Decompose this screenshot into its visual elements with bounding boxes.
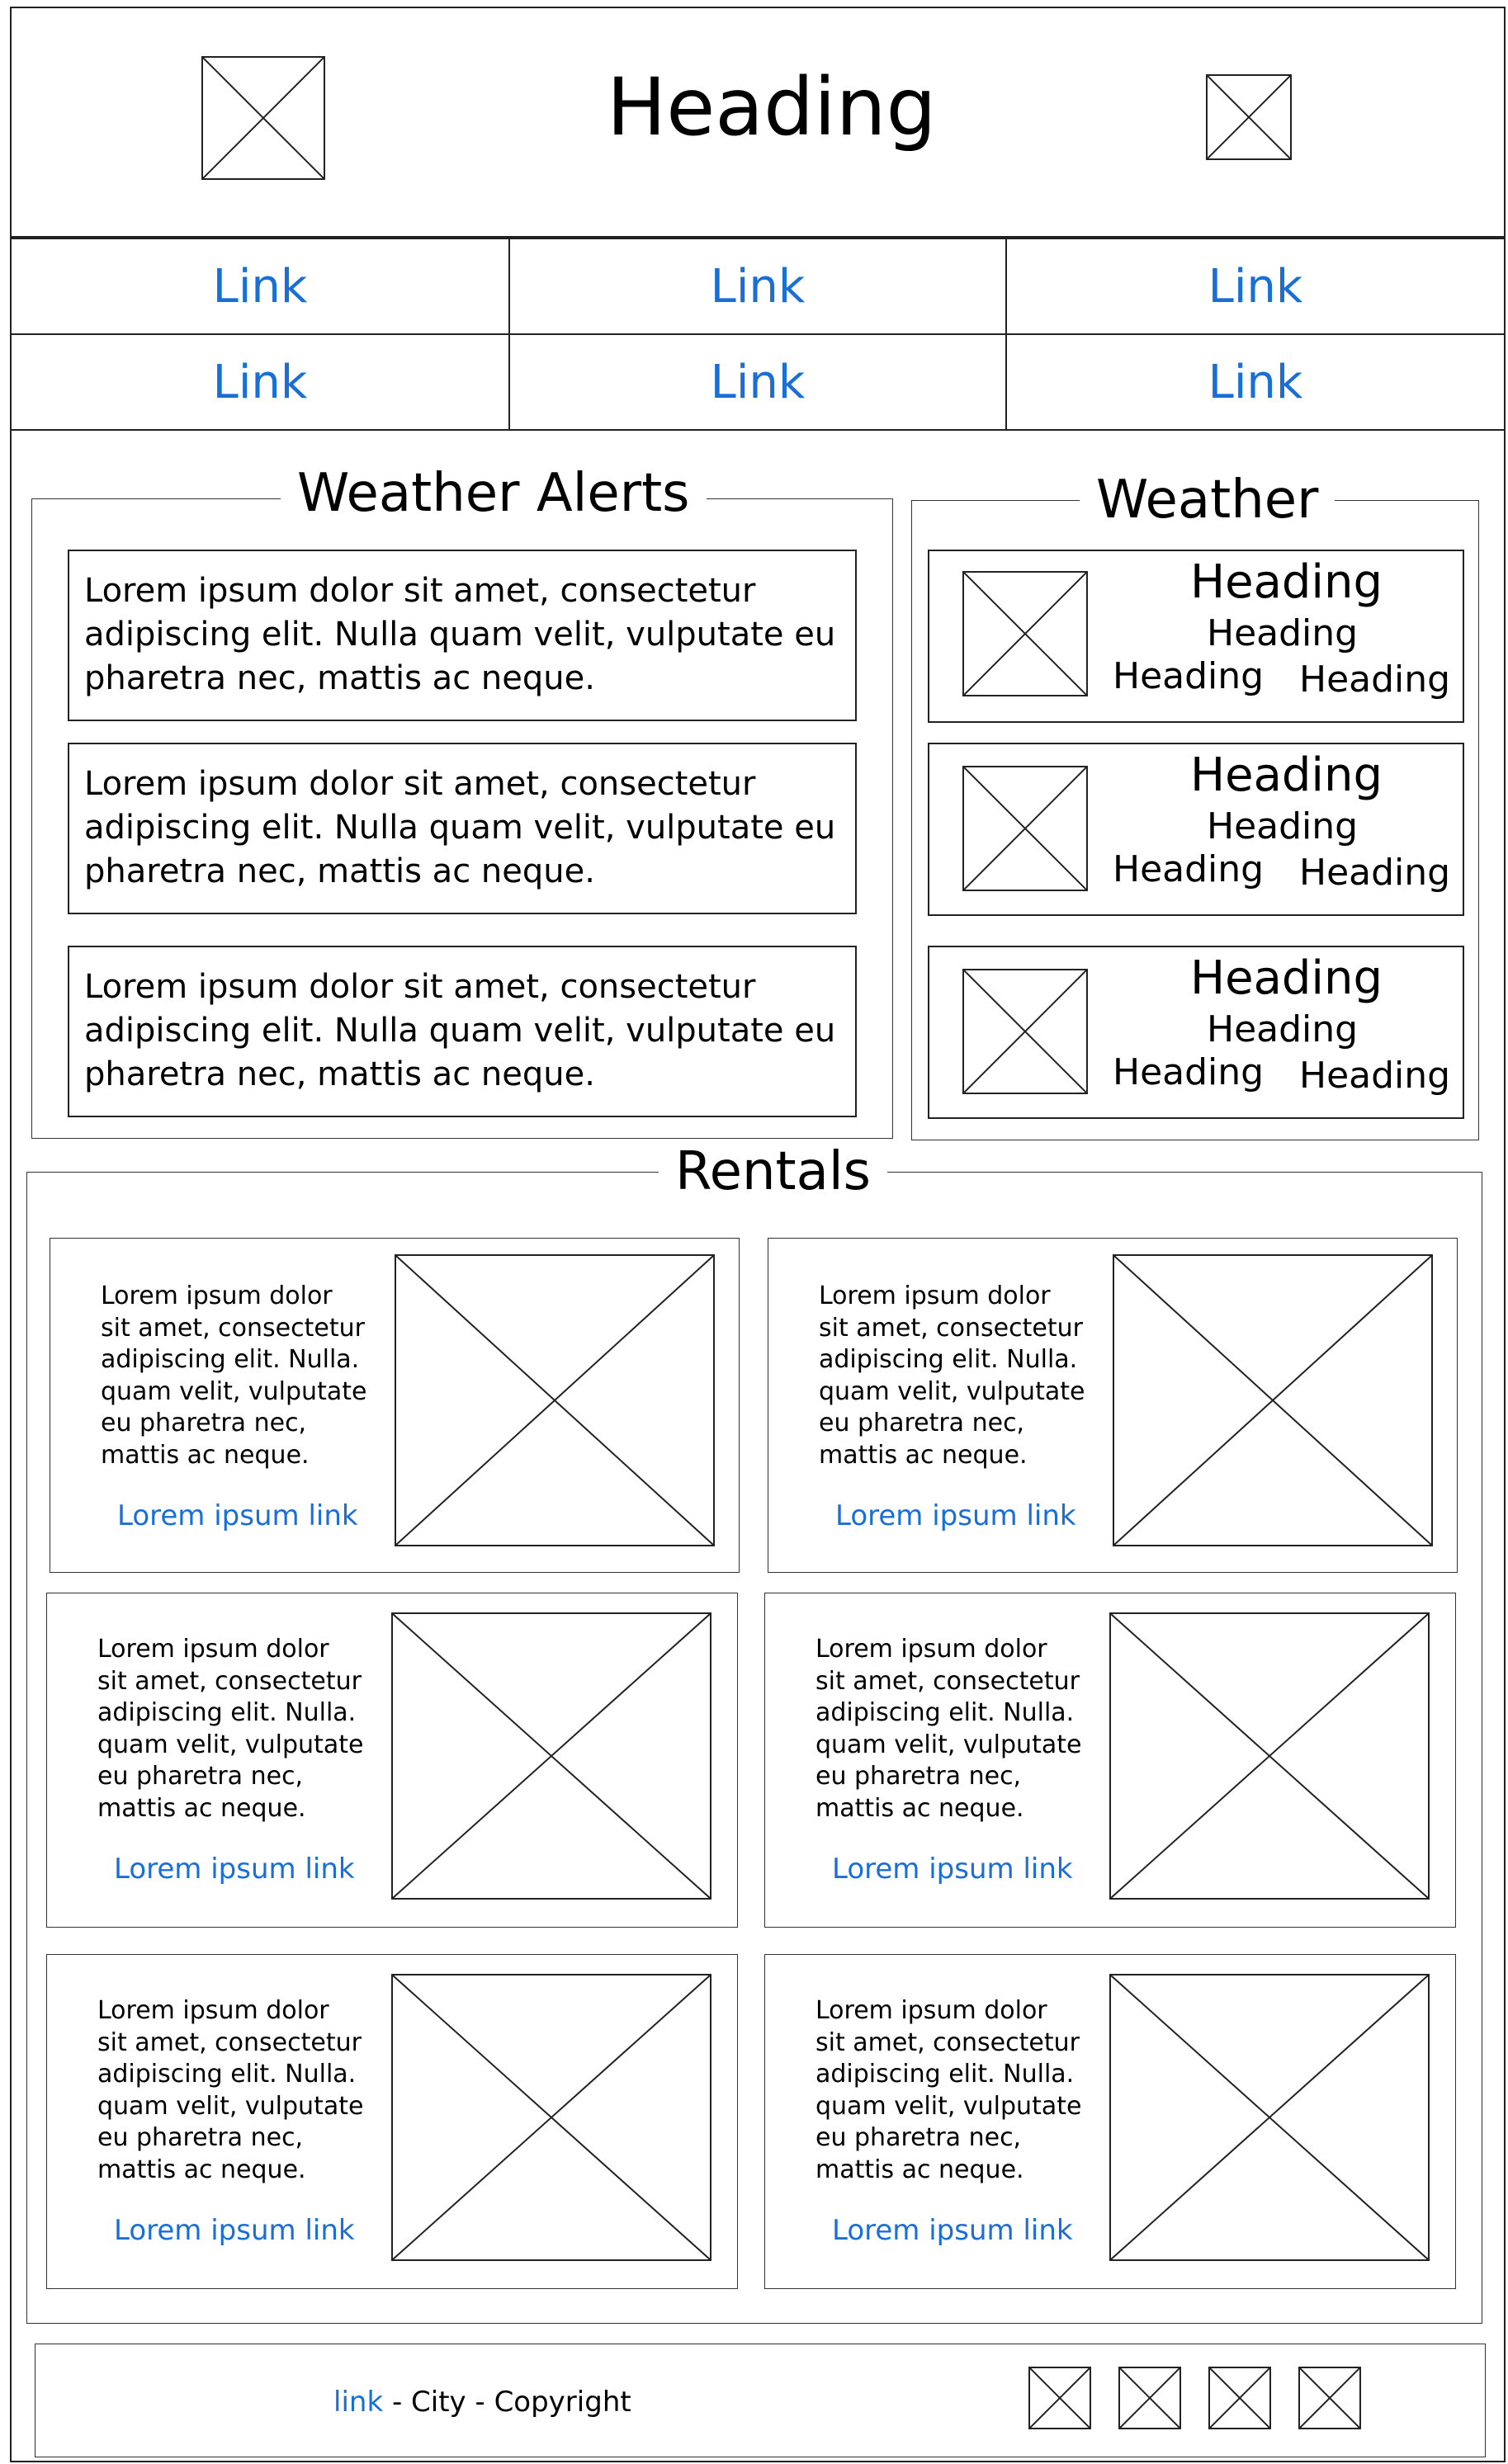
alert-item-1: Lorem ipsum dolor sit amet, consectetur … — [68, 550, 857, 721]
rental-card-text: Lorem ipsum dolor sit amet, consectetur … — [97, 1635, 364, 1823]
weather-card-detail-right: Heading — [1299, 1055, 1451, 1097]
rental-image-placeholder — [391, 1974, 711, 2261]
footer-city: City — [411, 2386, 466, 2419]
nav-link-1[interactable]: Link — [10, 238, 510, 335]
rental-card-link[interactable]: Lorem ipsum link — [114, 1853, 355, 1886]
footer-link[interactable]: link — [333, 2386, 384, 2419]
header-icon-placeholder[interactable] — [1206, 74, 1292, 160]
weather-card-detail-right: Heading — [1299, 658, 1451, 701]
rental-image-placeholder — [1113, 1254, 1433, 1546]
rental-image-placeholder — [1109, 1974, 1430, 2261]
weather-card-subheading: Heading — [1207, 1008, 1359, 1050]
rental-image-placeholder — [391, 1612, 711, 1900]
weather-card-heading: Heading — [1190, 748, 1383, 802]
weather-card-heading: Heading — [1190, 951, 1383, 1005]
rentals-title: Rentals — [659, 1145, 887, 1198]
rental-card-link[interactable]: Lorem ipsum link — [832, 2214, 1073, 2247]
nav-link-2[interactable]: Link — [508, 238, 1007, 335]
footer-separator: - — [466, 2386, 494, 2419]
weather-card-heading: Heading — [1190, 555, 1383, 609]
nav-link-6[interactable]: Link — [1005, 333, 1506, 431]
weather-title: Weather — [1080, 474, 1335, 526]
page-frame — [10, 7, 1506, 2462]
alert-item-2: Lorem ipsum dolor sit amet, consectetur … — [68, 743, 857, 914]
footer-separator: - — [383, 2386, 412, 2419]
weather-alerts-title: Weather Alerts — [281, 467, 707, 520]
rental-card-link[interactable]: Lorem ipsum link — [832, 1853, 1073, 1886]
weather-icon-placeholder — [962, 969, 1088, 1094]
page-title: Heading — [607, 61, 937, 153]
social-icon-placeholder[interactable] — [1208, 2367, 1271, 2429]
alert-item-3: Lorem ipsum dolor sit amet, consectetur … — [68, 946, 857, 1117]
weather-card-detail-right: Heading — [1299, 852, 1451, 894]
social-icon-placeholder[interactable] — [1298, 2367, 1361, 2429]
weather-card-subheading: Heading — [1207, 612, 1359, 654]
rental-card-text: Lorem ipsum dolor sit amet, consectetur … — [815, 1996, 1082, 2184]
weather-card-subheading: Heading — [1207, 805, 1359, 847]
rental-card-text: Lorem ipsum dolor sit amet, consectetur … — [97, 1996, 364, 2184]
footer-text-line: link - City - Copyright — [333, 2388, 631, 2416]
nav-link-5[interactable]: Link — [508, 333, 1007, 431]
rental-card-text: Lorem ipsum dolor sit amet, consectetur … — [815, 1635, 1082, 1823]
weather-icon-placeholder — [962, 766, 1088, 891]
footer-copyright: Copyright — [494, 2386, 631, 2419]
rental-image-placeholder — [1109, 1612, 1430, 1900]
header — [10, 7, 1506, 238]
social-icon-placeholder[interactable] — [1118, 2367, 1181, 2429]
weather-card-detail-left: Heading — [1113, 1051, 1265, 1093]
rental-card-text: Lorem ipsum dolor sit amet, consectetur … — [819, 1282, 1085, 1470]
rental-card-link[interactable]: Lorem ipsum link — [835, 1499, 1076, 1532]
weather-card-detail-left: Heading — [1113, 848, 1265, 890]
rental-card-text: Lorem ipsum dolor sit amet, consectetur … — [101, 1282, 367, 1470]
nav-link-3[interactable]: Link — [1005, 238, 1506, 335]
logo-placeholder-image — [201, 56, 325, 180]
rental-card-link[interactable]: Lorem ipsum link — [114, 2214, 355, 2247]
social-icon-placeholder[interactable] — [1028, 2367, 1091, 2429]
weather-icon-placeholder — [962, 571, 1088, 696]
rental-image-placeholder — [395, 1254, 715, 1546]
nav-link-4[interactable]: Link — [10, 333, 510, 431]
rental-card-link[interactable]: Lorem ipsum link — [117, 1499, 358, 1532]
weather-card-detail-left: Heading — [1113, 655, 1265, 697]
